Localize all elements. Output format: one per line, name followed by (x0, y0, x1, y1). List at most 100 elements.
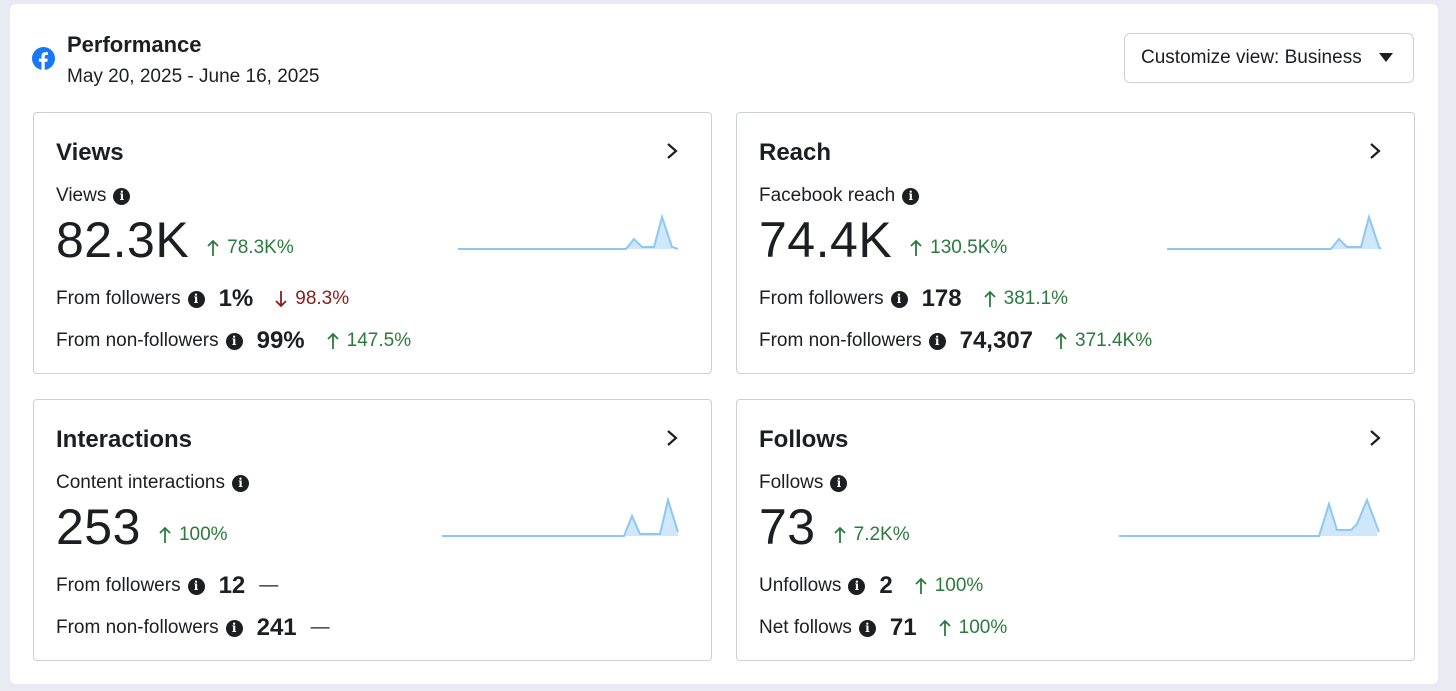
metric-value-row: 74.4K 130.5K% (759, 211, 1007, 269)
info-icon[interactable]: i (902, 187, 920, 205)
sub-metric-change: 100% (915, 575, 984, 597)
arrow-up-icon (938, 619, 951, 636)
arrow-up-icon (207, 239, 219, 256)
arrow-up-icon (327, 332, 339, 349)
reach-sparkline (1167, 213, 1382, 250)
page-title: Performance (67, 32, 202, 57)
chevron-right-icon[interactable] (1368, 428, 1382, 448)
sub-metric-label: From non-followers (759, 330, 922, 351)
info-icon[interactable]: i (890, 290, 908, 308)
chevron-right-icon[interactable] (665, 428, 679, 448)
follows-sparkline (1119, 497, 1380, 537)
sub-metric-row: Unfollows i 2 100% (759, 572, 983, 600)
follows-card[interactable]: Follows Follows i 73 7.2K% Unfollows i 2… (736, 399, 1415, 661)
info-icon[interactable]: i (113, 187, 131, 205)
sub-metric-value: 2 (879, 572, 893, 599)
reach-card[interactable]: Reach Facebook reach i 74.4K 130.5K% Fro… (736, 112, 1415, 374)
performance-panel: Performance May 20, 2025 - June 16, 2025… (10, 4, 1438, 684)
sub-metric-label: Net follows (759, 617, 852, 638)
sub-metric-value: 178 (921, 285, 962, 312)
info-icon[interactable]: i (225, 619, 243, 637)
sub-metric-change: 381.1% (983, 288, 1069, 310)
arrow-up-icon (833, 526, 846, 543)
chevron-right-icon[interactable] (1368, 141, 1382, 161)
arrow-up-icon (159, 526, 171, 543)
interactions-sparkline (442, 496, 679, 537)
metric-change: 130.5K% (910, 237, 1007, 259)
info-icon[interactable]: i (830, 474, 848, 492)
arrow-up-icon (915, 577, 927, 594)
caret-down-icon (1379, 53, 1393, 62)
info-icon[interactable]: i (848, 577, 866, 595)
sub-metric-value: 241 (256, 614, 297, 641)
sub-metric-row: Net follows i 71 100% (759, 614, 1007, 642)
info-icon[interactable]: i (187, 290, 205, 308)
metric-change-value: 100% (178, 524, 228, 545)
card-title: Interactions (56, 426, 193, 453)
metric-value: 253 (56, 499, 141, 555)
sub-metric-change-value: 147.5% (346, 330, 412, 351)
arrow-up-icon (1055, 332, 1067, 349)
sub-metric-value: 99% (256, 327, 305, 354)
sub-metric-row: From followers i 178 381.1% (759, 285, 1068, 313)
info-icon[interactable]: i (928, 332, 946, 350)
metric-label: Content interactions i (56, 472, 249, 494)
customize-view-dropdown[interactable]: Customize view: Business (1124, 33, 1414, 83)
metric-label-text: Follows (759, 472, 824, 493)
sub-metric-row: From non-followers i 99% 147.5% (56, 327, 411, 355)
info-icon[interactable]: i (187, 577, 205, 595)
sub-metric-value: 74,307 (959, 327, 1034, 354)
metric-label-text: Views (56, 185, 107, 206)
sub-metric-change: 100% (938, 617, 1008, 639)
metric-value: 73 (759, 499, 816, 555)
sub-metric-value: 12 (218, 572, 246, 599)
date-range: May 20, 2025 - June 16, 2025 (67, 66, 320, 87)
no-change-dash: — (259, 575, 279, 596)
sub-metric-change-value: 100% (934, 575, 984, 596)
metric-label: Views i (56, 185, 131, 207)
facebook-logo-icon (32, 47, 55, 70)
metric-value: 82.3K (56, 212, 190, 268)
metric-change: 7.2K% (833, 524, 910, 546)
interactions-card[interactable]: Interactions Content interactions i 253 … (33, 399, 712, 661)
card-title: Follows (759, 426, 849, 453)
views-card[interactable]: Views Views i 82.3K 78.3K% From follower… (33, 112, 712, 374)
sub-metric-row: From non-followers i 241 — (56, 614, 330, 642)
sub-metric-change-value: 98.3% (295, 288, 350, 309)
metric-label: Follows i (759, 472, 848, 494)
metric-label-text: Facebook reach (759, 185, 896, 206)
metric-value-row: 253 100% (56, 498, 228, 556)
sub-metric-label: Unfollows (759, 575, 842, 596)
metric-change: 78.3K% (207, 237, 294, 259)
sub-metric-change-value: 100% (958, 617, 1008, 638)
arrow-up-icon (983, 290, 996, 307)
sub-metric-change: 147.5% (327, 330, 411, 352)
metric-label: Facebook reach i (759, 185, 920, 207)
metric-label-text: Content interactions (56, 472, 225, 493)
metric-change-value: 130.5K% (930, 237, 1008, 258)
metric-value-row: 82.3K 78.3K% (56, 211, 294, 269)
metric-change-value: 7.2K% (853, 524, 910, 545)
card-title: Views (56, 139, 124, 166)
sub-metric-row: From non-followers i 74,307 371.4K% (759, 327, 1152, 355)
sub-metric-change-value: 371.4K% (1075, 330, 1153, 351)
sub-metric-label: From followers (759, 288, 884, 309)
sub-metric-row: From followers i 1% 98.3% (56, 285, 349, 313)
chevron-right-icon[interactable] (665, 141, 679, 161)
sub-metric-label: From non-followers (56, 617, 219, 638)
info-icon[interactable]: i (858, 619, 876, 637)
no-change-dash: — (310, 617, 330, 638)
metric-change-value: 78.3K% (227, 237, 294, 258)
arrow-down-icon (275, 291, 287, 308)
metric-change: 100% (159, 524, 228, 546)
sub-metric-label: From non-followers (56, 330, 219, 351)
info-icon[interactable]: i (225, 332, 243, 350)
sub-metric-row: From followers i 12 — (56, 572, 278, 600)
sub-metric-change-value: 381.1% (1003, 288, 1069, 309)
sub-metric-change: 98.3% (275, 288, 349, 310)
metric-value: 74.4K (759, 212, 893, 268)
card-title: Reach (759, 139, 832, 166)
sub-metric-value: 71 (889, 614, 917, 641)
info-icon[interactable]: i (232, 474, 249, 492)
views-sparkline (458, 213, 679, 250)
